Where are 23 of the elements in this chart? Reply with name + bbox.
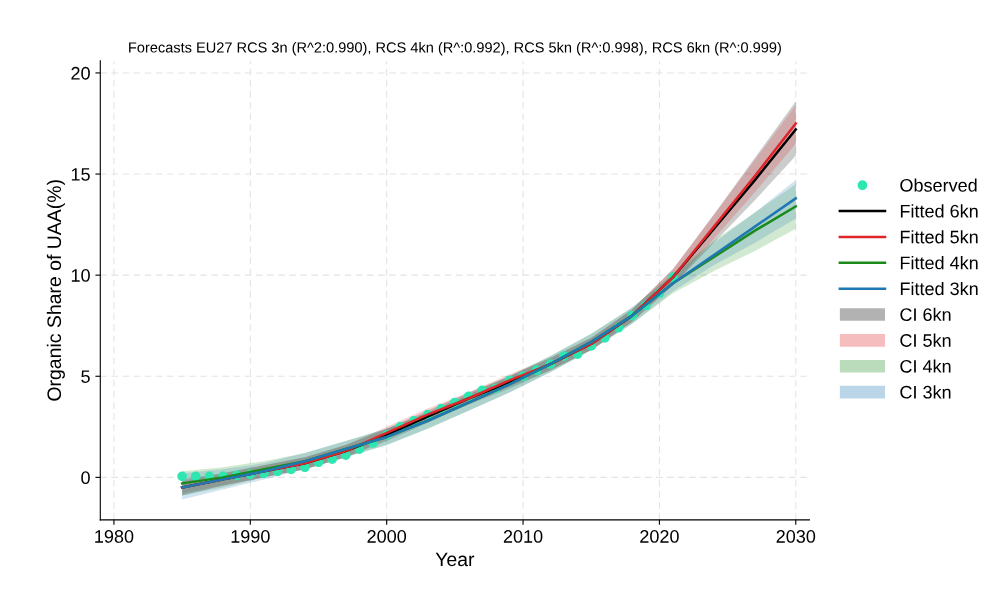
legend-label: Fitted 4kn <box>900 256 978 270</box>
legend-label: Fitted 6kn <box>900 204 978 218</box>
x-tick-label: 2020 <box>640 530 679 543</box>
y-tick-label: 10 <box>71 269 90 282</box>
legend-label: Fitted 3kn <box>900 281 978 296</box>
text: CI 3kn <box>900 385 951 399</box>
x-tick-label: 1980 <box>95 530 134 543</box>
x-axis-title: Year <box>435 552 475 567</box>
text: CI 6kn <box>900 307 951 322</box>
y-tick-label: 15 <box>71 168 90 181</box>
text: CI 4kn <box>900 359 951 373</box>
legend-label: Observed <box>900 178 977 192</box>
y-tick-label: 20 <box>71 66 90 80</box>
y-tick-label: 0 <box>81 471 90 485</box>
x-tick-label: 2000 <box>367 530 407 543</box>
y-tick-label: 5 <box>81 370 90 383</box>
x-tick-label: 1990 <box>231 530 270 543</box>
x-tick-label: 2030 <box>776 530 816 543</box>
y-axis-title: Organic Share of UAA(%) <box>46 180 65 401</box>
chart-title: Forecasts EU27 RCS 3n (R^2:0.990), RCS 4kn (R^:0.992), RCS 5kn (R^:0.998), RCS 6kn (R^:0.999) <box>129 41 781 56</box>
text: CI 5kn <box>900 333 951 347</box>
legend-label: Fitted 5kn <box>900 230 978 244</box>
x-tick-label: 2010 <box>503 530 543 543</box>
